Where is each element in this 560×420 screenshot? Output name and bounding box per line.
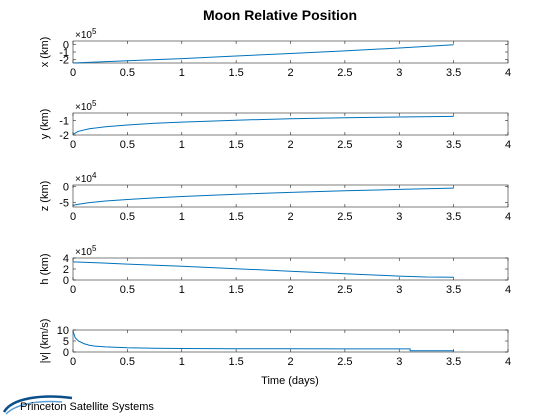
x-tick-label-y: 2.5	[337, 139, 352, 151]
x-tick-label-x: 0.5	[120, 67, 135, 79]
chart-title: Moon Relative Position	[203, 7, 357, 23]
x-tick-label-v: 0.5	[120, 356, 135, 368]
x-tick-label-h: 0.5	[120, 284, 135, 296]
x-tick-label-z: 1	[179, 211, 185, 223]
company-name: Princeton Satellite Systems	[20, 401, 154, 413]
x-tick-label-h: 4	[505, 284, 511, 296]
x-tick-label-x: 4	[505, 67, 511, 79]
y-tick-label-y: -1	[59, 115, 69, 127]
y-tick-label-v: 0	[63, 347, 69, 359]
subplot-x: 0 0.5 1 1.5 2 2.5 3 3.5 4 -2-10 ×105 x (km)	[39, 27, 511, 79]
series-line-v	[72, 330, 454, 352]
y-tick-label-x: -2	[59, 54, 69, 66]
x-tick-label-z: 3	[396, 211, 402, 223]
y-axis-label-y: y (km)	[39, 109, 51, 140]
x-tick-label-z: 3.5	[446, 211, 461, 223]
x-tick-label-h: 2.5	[337, 284, 352, 296]
x-tick-label-x: 0	[70, 67, 76, 79]
axes-box-x	[72, 40, 509, 64]
x-tick-label-h: 1	[179, 284, 185, 296]
x-tick-label-y: 4	[505, 139, 511, 151]
y-tick-label-h: 4	[63, 253, 69, 265]
x-tick-label-h: 0	[70, 284, 76, 296]
x-tick-label-y: 0.5	[120, 139, 135, 151]
company-logo-icon	[2, 395, 73, 415]
x-tick-label-h: 3.5	[446, 284, 461, 296]
x-tick-label-z: 4	[505, 211, 511, 223]
y-tick-label-v: 5	[63, 336, 69, 348]
y-tick-label-z: -5	[59, 197, 69, 209]
y-axis-label-v: |v| (km/s)	[39, 319, 51, 364]
x-axis-label: Time (days)	[261, 375, 319, 387]
x-tick-label-x: 3	[396, 67, 402, 79]
x-tick-label-y: 2	[287, 139, 293, 151]
series-line-x	[72, 44, 454, 64]
y-exponent-z: ×104	[75, 171, 97, 185]
y-exponent-x: ×105	[75, 27, 97, 41]
x-tick-label-z: 2.5	[337, 211, 352, 223]
y-axis-label-z: z (km)	[39, 181, 51, 212]
y-exponent-y: ×105	[75, 99, 97, 113]
series-line-y	[72, 115, 454, 135]
y-tick-label-x: 0	[63, 40, 69, 52]
x-tick-label-y: 0	[70, 139, 76, 151]
y-tick-label-v: 10	[57, 325, 69, 337]
x-tick-label-v: 3	[396, 356, 402, 368]
x-tick-label-v: 2	[287, 356, 293, 368]
x-tick-label-z: 0	[70, 211, 76, 223]
x-tick-label-y: 1.5	[228, 139, 243, 151]
x-tick-label-v: 2.5	[337, 356, 352, 368]
x-tick-label-x: 1.5	[228, 67, 243, 79]
x-tick-label-h: 2	[287, 284, 293, 296]
x-tick-label-v: 4	[505, 356, 511, 368]
x-tick-label-v: 3.5	[446, 356, 461, 368]
x-tick-label-y: 3	[396, 139, 402, 151]
series-line-z	[72, 187, 454, 206]
x-tick-label-z: 0.5	[120, 211, 135, 223]
x-tick-label-h: 3	[396, 284, 402, 296]
y-tick-label-x: -1	[59, 47, 69, 59]
x-tick-label-x: 1	[179, 67, 185, 79]
x-tick-label-y: 3.5	[446, 139, 461, 151]
subplot-y: 0 0.5 1 1.5 2 2.5 3 3.5 4 -2 -1 ×105 y (km)	[39, 99, 511, 151]
x-tick-label-h: 1.5	[228, 284, 243, 296]
x-tick-label-x: 2.5	[337, 67, 352, 79]
x-tick-label-z: 1.5	[228, 211, 243, 223]
x-tick-label-v: 0	[70, 356, 76, 368]
x-tick-label-x: 2	[287, 67, 293, 79]
x-tick-label-y: 1	[179, 139, 185, 151]
x-tick-label-x: 3.5	[446, 67, 461, 79]
series-line-h	[72, 261, 454, 278]
y-axis-label-x: x (km)	[39, 37, 51, 68]
y-axis-label-h: h (km)	[39, 253, 51, 284]
y-tick-label-h: 2	[63, 264, 69, 276]
x-tick-label-v: 1	[179, 356, 185, 368]
y-tick-label-h: 0	[63, 275, 69, 287]
y-tick-label-y: -2	[59, 130, 69, 142]
y-exponent-h: ×105	[75, 244, 97, 258]
x-tick-label-z: 2	[287, 211, 293, 223]
x-tick-label-v: 1.5	[228, 356, 243, 368]
y-tick-label-z: 0	[63, 182, 69, 194]
